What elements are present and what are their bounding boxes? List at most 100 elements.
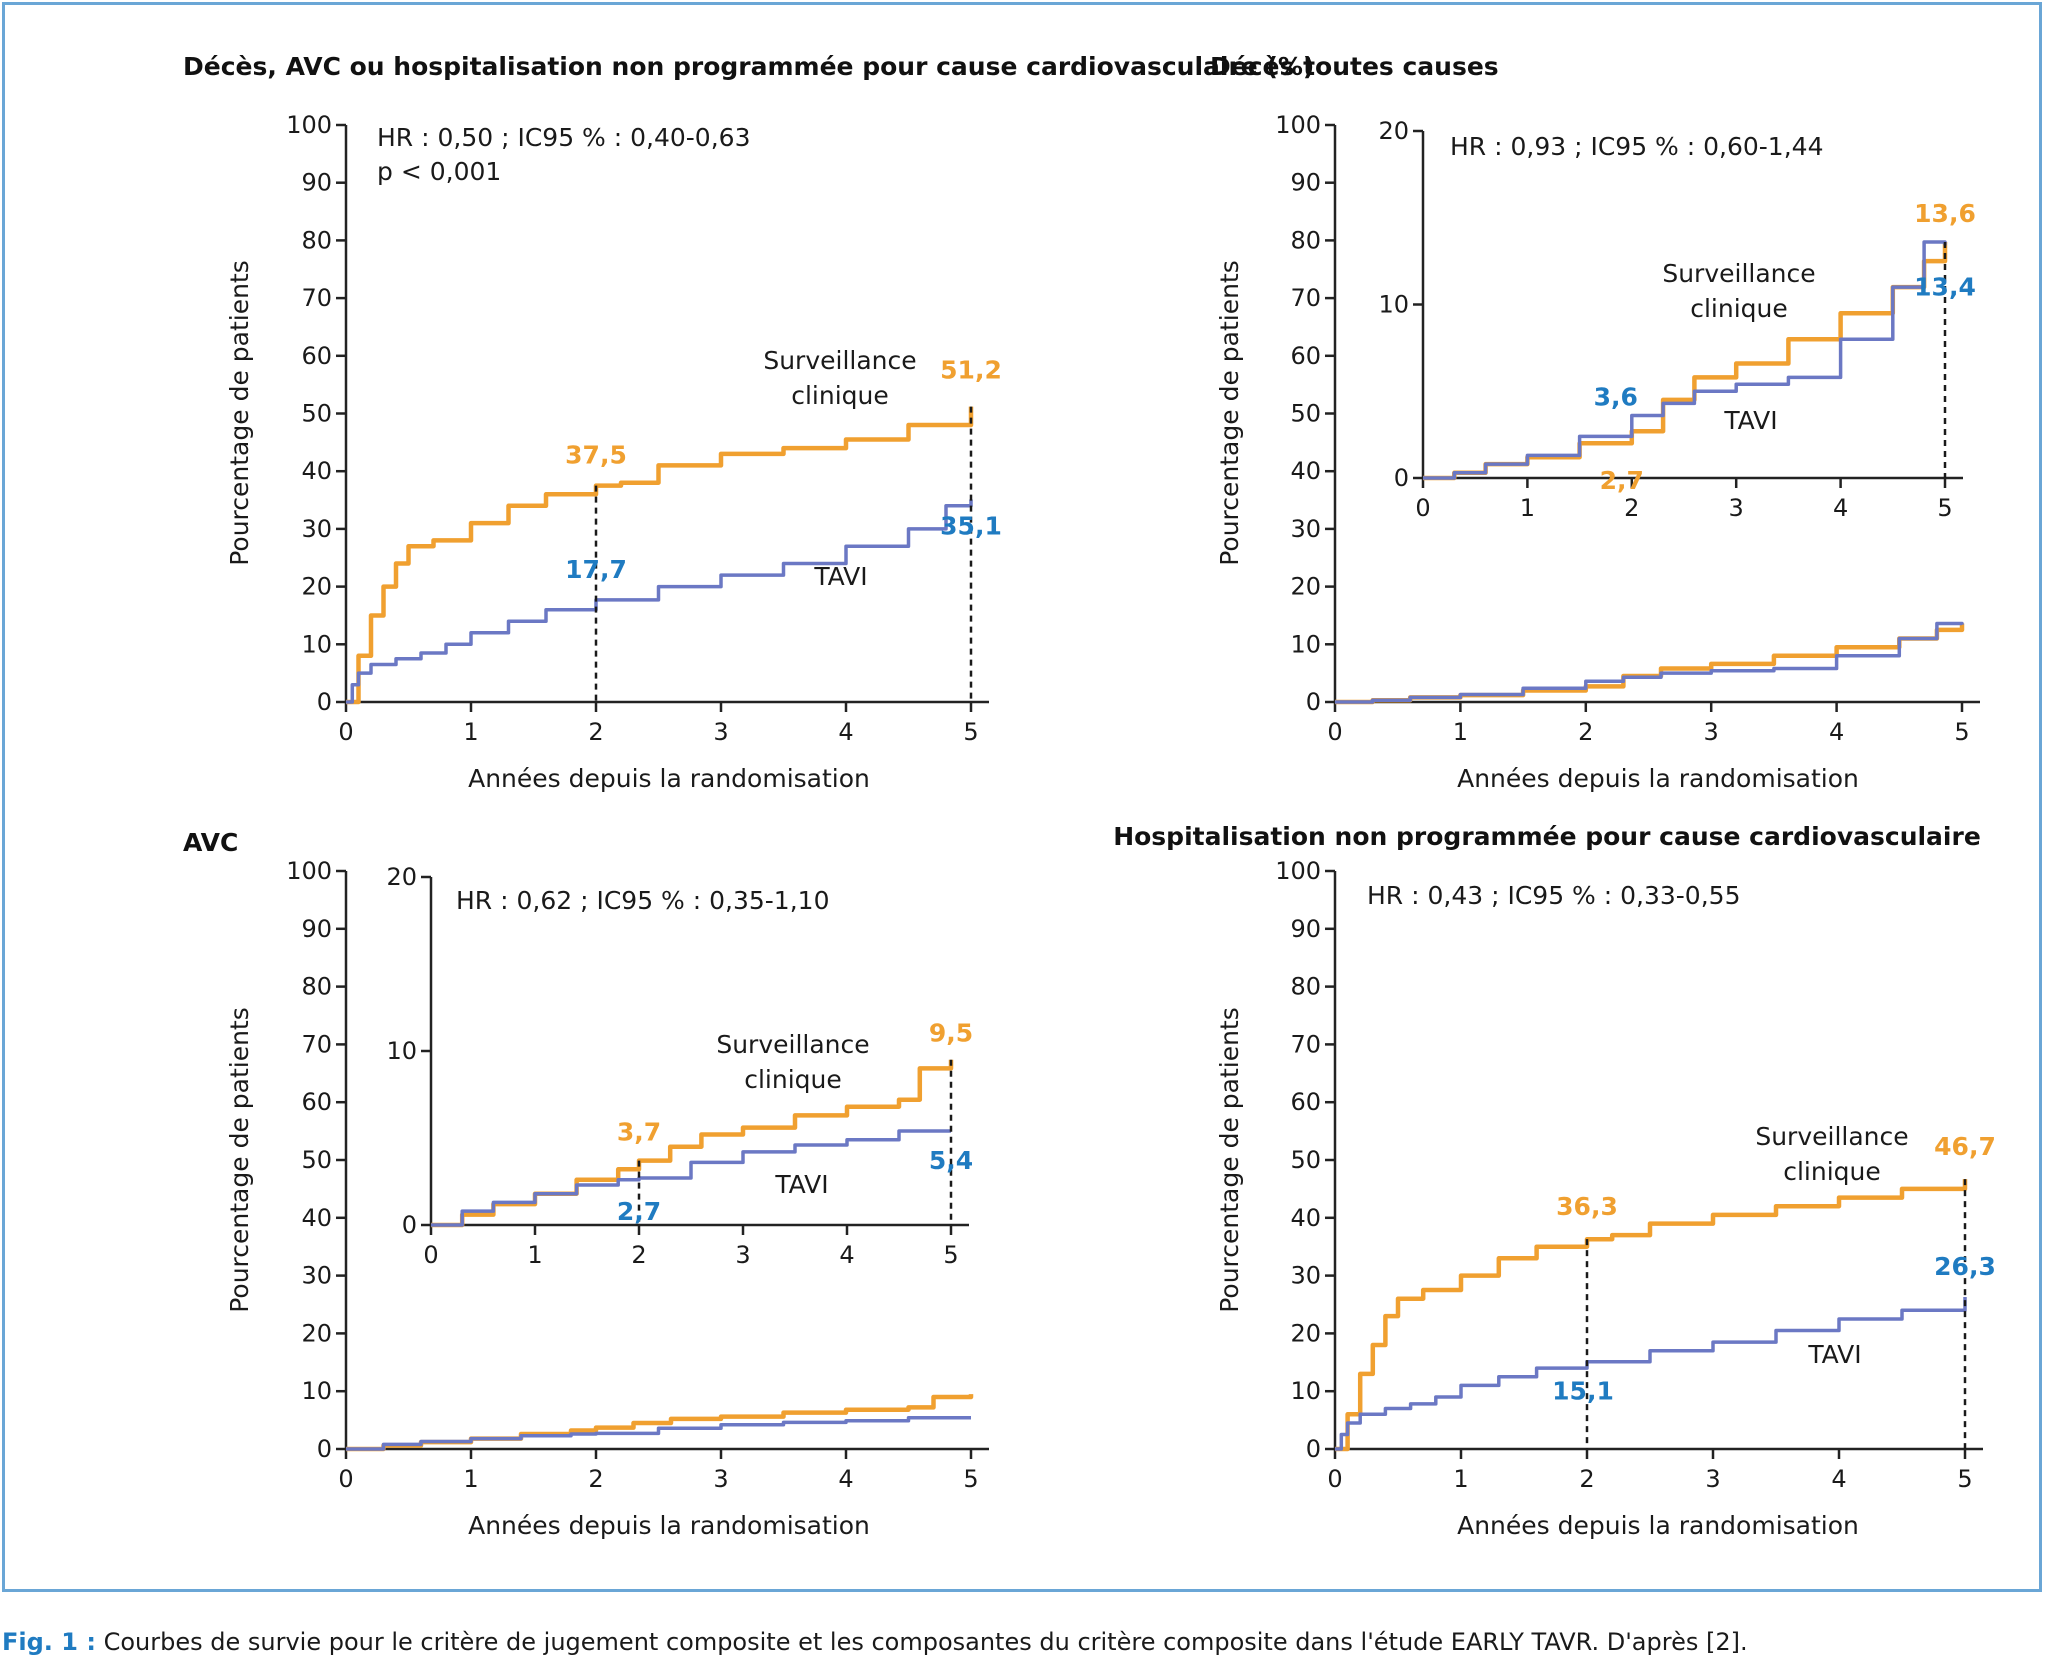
inset-x-tick-label: 5 bbox=[1937, 494, 1952, 522]
main-axes bbox=[344, 125, 989, 704]
main-y-tick-label: 100 bbox=[1275, 111, 1321, 139]
value-label: 26,3 bbox=[1934, 1252, 1996, 1281]
inset-y-tick-label: 0 bbox=[402, 1211, 417, 1239]
inset-x-tick-label: 0 bbox=[1415, 494, 1430, 522]
main-x-tick-label: 3 bbox=[713, 1465, 728, 1493]
main-y-tick-label: 70 bbox=[301, 284, 332, 312]
inset-y-tick-label: 20 bbox=[1378, 117, 1409, 145]
series-label-surveillance: clinique bbox=[791, 381, 889, 410]
value-label: 2,7 bbox=[1600, 466, 1644, 495]
main-y-tick-label: 50 bbox=[1290, 1146, 1321, 1174]
main-x-tick-label: 1 bbox=[463, 718, 478, 746]
series-label-tavi: TAVI bbox=[1807, 1340, 1861, 1369]
value-label: 13,4 bbox=[1914, 273, 1976, 302]
main-y-tick-label: 70 bbox=[1290, 284, 1321, 312]
inset-x-tick-label: 2 bbox=[631, 1241, 646, 1269]
value-label: 36,3 bbox=[1556, 1192, 1618, 1221]
main-x-tick-label: 3 bbox=[1704, 718, 1719, 746]
main-surveillance-curve bbox=[1335, 623, 1965, 705]
main-y-tick-label: 40 bbox=[301, 1204, 332, 1232]
chart-title: Décès, AVC ou hospitalisation non progra… bbox=[183, 52, 1314, 81]
figure-caption: Fig. 1 : Courbes de survie pour le critè… bbox=[2, 1628, 1748, 1656]
main-y-tick-label: 0 bbox=[317, 688, 332, 716]
inset-x-tick-label: 3 bbox=[1729, 494, 1744, 522]
main-y-tick-label: 90 bbox=[301, 169, 332, 197]
main-y-tick-label: 70 bbox=[1290, 1030, 1321, 1058]
x-axis-label: Années depuis la randomisation bbox=[1457, 1511, 1859, 1540]
value-label: 15,1 bbox=[1552, 1377, 1614, 1406]
hr-annotation: HR : 0,50 ; IC95 % : 0,40-0,63 bbox=[377, 123, 750, 152]
series-label-surveillance: Surveillance bbox=[1755, 1122, 1908, 1151]
y-axis-label: Pourcentage de patients bbox=[1215, 260, 1244, 566]
hr-annotation: HR : 0,93 ; IC95 % : 0,60-1,44 bbox=[1450, 132, 1823, 161]
value-label: 5,4 bbox=[929, 1146, 973, 1175]
main-x-tick-label: 5 bbox=[1954, 718, 1969, 746]
inset-x-tick-label: 4 bbox=[839, 1241, 854, 1269]
main-x-tick-label: 1 bbox=[1453, 1465, 1468, 1493]
value-label: 2,7 bbox=[617, 1197, 661, 1226]
main-x-tick-label: 1 bbox=[463, 1465, 478, 1493]
main-x-tick-label: 2 bbox=[1578, 718, 1593, 746]
caption-text: Courbes de survie pour le critère de jug… bbox=[103, 1628, 1748, 1656]
main-x-tick-label: 5 bbox=[963, 1465, 978, 1493]
main-y-tick-label: 70 bbox=[301, 1030, 332, 1058]
main-x-tick-label: 2 bbox=[588, 1465, 603, 1493]
main-y-tick-label: 30 bbox=[1290, 1262, 1321, 1290]
main-y-tick-label: 60 bbox=[301, 342, 332, 370]
main-y-tick-label: 60 bbox=[301, 1088, 332, 1116]
value-label: 3,6 bbox=[1594, 383, 1638, 412]
panel-hosp: Hospitalisation non programmée pour caus… bbox=[1113, 822, 1996, 1540]
main-y-tick-label: 0 bbox=[1306, 688, 1321, 716]
main-tavi-curve bbox=[1335, 1297, 1967, 1451]
hr-annotation: p < 0,001 bbox=[377, 157, 501, 186]
series-label-surveillance: Surveillance bbox=[1662, 259, 1815, 288]
main-axes bbox=[1333, 871, 1983, 1451]
main-x-tick-label: 4 bbox=[1829, 718, 1844, 746]
value-label: 3,7 bbox=[617, 1118, 661, 1147]
main-y-tick-label: 90 bbox=[301, 915, 332, 943]
value-label: 46,7 bbox=[1934, 1132, 1996, 1161]
main-x-tick-label: 4 bbox=[838, 1465, 853, 1493]
main-x-tick-label: 4 bbox=[1831, 1465, 1846, 1493]
inset-tavi-curve bbox=[431, 1129, 951, 1227]
main-y-tick-label: 10 bbox=[301, 630, 332, 658]
main-y-tick-label: 80 bbox=[301, 973, 332, 1001]
main-tavi-curve bbox=[346, 1416, 971, 1451]
series-label-surveillance: Surveillance bbox=[716, 1030, 869, 1059]
chart-title: Décès toutes causes bbox=[1210, 52, 1499, 81]
main-x-tick-label: 4 bbox=[838, 718, 853, 746]
main-y-tick-label: 10 bbox=[1290, 630, 1321, 658]
main-y-tick-label: 40 bbox=[1290, 457, 1321, 485]
main-y-tick-label: 100 bbox=[286, 111, 332, 139]
main-x-tick-label: 0 bbox=[338, 1465, 353, 1493]
main-x-tick-label: 3 bbox=[1705, 1465, 1720, 1493]
inset-surveillance-curve bbox=[431, 1059, 954, 1228]
main-y-tick-label: 30 bbox=[301, 1262, 332, 1290]
series-label-surveillance: clinique bbox=[744, 1065, 842, 1094]
series-label-surveillance: clinique bbox=[1690, 294, 1788, 323]
main-y-tick-label: 0 bbox=[1306, 1435, 1321, 1463]
inset-x-tick-label: 4 bbox=[1833, 494, 1848, 522]
main-y-tick-label: 80 bbox=[1290, 973, 1321, 1001]
y-axis-label: Pourcentage de patients bbox=[1215, 1007, 1244, 1313]
main-y-tick-label: 40 bbox=[1290, 1204, 1321, 1232]
main-x-tick-label: 5 bbox=[1957, 1465, 1972, 1493]
main-y-tick-label: 40 bbox=[301, 457, 332, 485]
inset-y-tick-label: 10 bbox=[386, 1037, 417, 1065]
value-label: 17,7 bbox=[565, 555, 627, 584]
main-x-tick-label: 3 bbox=[713, 718, 728, 746]
main-x-tick-label: 0 bbox=[1327, 1465, 1342, 1493]
x-axis-label: Années depuis la randomisation bbox=[468, 1511, 870, 1540]
chart-title: AVC bbox=[183, 828, 238, 857]
main-y-tick-label: 60 bbox=[1290, 1088, 1321, 1116]
y-axis-label: Pourcentage de patients bbox=[225, 260, 254, 566]
main-y-tick-label: 10 bbox=[301, 1377, 332, 1405]
main-x-tick-label: 2 bbox=[588, 718, 603, 746]
series-label-surveillance: clinique bbox=[1783, 1157, 1881, 1186]
y-axis-label: Pourcentage de patients bbox=[225, 1007, 254, 1313]
main-y-tick-label: 30 bbox=[301, 515, 332, 543]
inset-x-tick-label: 3 bbox=[735, 1241, 750, 1269]
inset-tavi-curve bbox=[1423, 240, 1947, 480]
figure-frame: Décès, AVC ou hospitalisation non progra… bbox=[2, 2, 2042, 1592]
inset-chart: 0 10 20 0 1 2 3 4 5 HR : 0,62 ; IC95 % : 0,35-1,1… bbox=[386, 863, 973, 1269]
